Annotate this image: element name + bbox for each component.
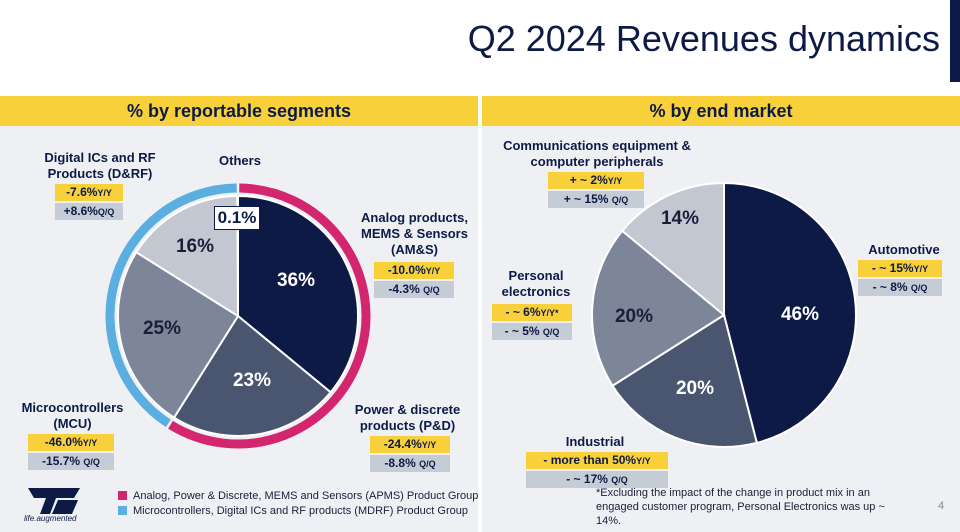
pie-slice-am-s: [237, 194, 359, 394]
ams-label: Analog products, MEMS & Sensors (AM&S): [361, 210, 468, 257]
slice-label-personal: 20%: [614, 306, 654, 327]
logo-tagline: life.augmented: [24, 514, 77, 523]
mcu-label: Microcontrollers (MCU): [21, 400, 124, 431]
mcu-yy-tag: -46.0%Y/Y: [28, 434, 114, 451]
ring-arc-mdrf: [105, 183, 237, 428]
left-panel-header: % by reportable segments: [0, 96, 478, 126]
drf-qq-tag: +8.6%Q/Q: [55, 203, 123, 220]
pie-slice-automotive: [723, 181, 857, 445]
pd-label: Power & discrete products (P&D): [354, 402, 461, 433]
footnote: *Excluding the impact of the change in p…: [596, 487, 885, 527]
pd-yy-tag: -24.4%Y/Y: [370, 436, 450, 453]
pie-slice-p-d: [172, 314, 333, 437]
industrial-label: Industrial: [565, 434, 625, 449]
st-logo-icon: [28, 488, 80, 514]
legend-swatch-apms: [118, 491, 127, 500]
comm-label: Communications equipment & computer peri…: [503, 138, 691, 169]
slice-label-drf: 16%: [175, 236, 215, 257]
legend-mdrf: Microcontrollers, Digital ICs and RF pro…: [118, 505, 468, 517]
page-title: Q2 2024 Revenues dynamics: [467, 18, 940, 59]
automotive-label: Automotive: [868, 242, 940, 257]
drf-label: Digital ICs and RF Products (D&RF): [44, 150, 156, 181]
ams-yy-tag: -10.0%Y/Y: [374, 262, 454, 279]
legend-swatch-mdrf: [118, 506, 127, 515]
pie-slice-d-rf: [134, 194, 240, 318]
industrial-qq-tag: - ~ 17% Q/Q: [526, 471, 668, 488]
pie-slice-personal-electronics: [591, 229, 726, 388]
comm-qq-tag: + ~ 15% Q/Q: [548, 191, 644, 208]
pd-qq-tag: -8.8% Q/Q: [370, 455, 450, 472]
ring-arc-apms: [168, 183, 371, 449]
industrial-yy-tag: - more than 50%Y/Y: [526, 452, 668, 469]
slice-label-mcu: 25%: [142, 318, 182, 339]
drf-yy-tag: -7.6%Y/Y: [55, 184, 123, 201]
personal-label: Personal electronics: [501, 268, 571, 299]
slice-label-pd: 23%: [232, 370, 272, 391]
slice-label-industrial: 20%: [675, 378, 715, 399]
mcu-qq-tag: -15.7% Q/Q: [28, 453, 114, 470]
pie-slice-communications-equipment-computer-peripherals: [620, 181, 725, 318]
others-label: Others: [219, 153, 261, 168]
personal-qq-tag: - ~ 5% Q/Q: [492, 323, 572, 340]
right-panel-header: % by end market: [482, 96, 960, 126]
comm-yy-tag: + ~ 2%Y/Y: [548, 172, 644, 189]
slice-label-ams: 36%: [276, 270, 316, 291]
slice-label-others: 0.1%: [214, 206, 260, 230]
automotive-yy-tag: - ~ 15%Y/Y: [858, 260, 942, 277]
slice-label-comm: 14%: [660, 208, 700, 229]
slice-label-automotive: 46%: [780, 304, 820, 325]
page-number: 4: [938, 500, 945, 512]
title-accent-bar: [950, 0, 960, 82]
personal-yy-tag: - ~ 6%Y/Y*: [492, 304, 572, 321]
automotive-qq-tag: - ~ 8% Q/Q: [858, 279, 942, 296]
legend-apms: Analog, Power & Discrete, MEMS and Senso…: [118, 490, 478, 502]
pie-slice-mcu: [117, 250, 240, 419]
pie-slice-industrial: [611, 313, 759, 448]
ams-qq-tag: -4.3% Q/Q: [374, 281, 454, 298]
